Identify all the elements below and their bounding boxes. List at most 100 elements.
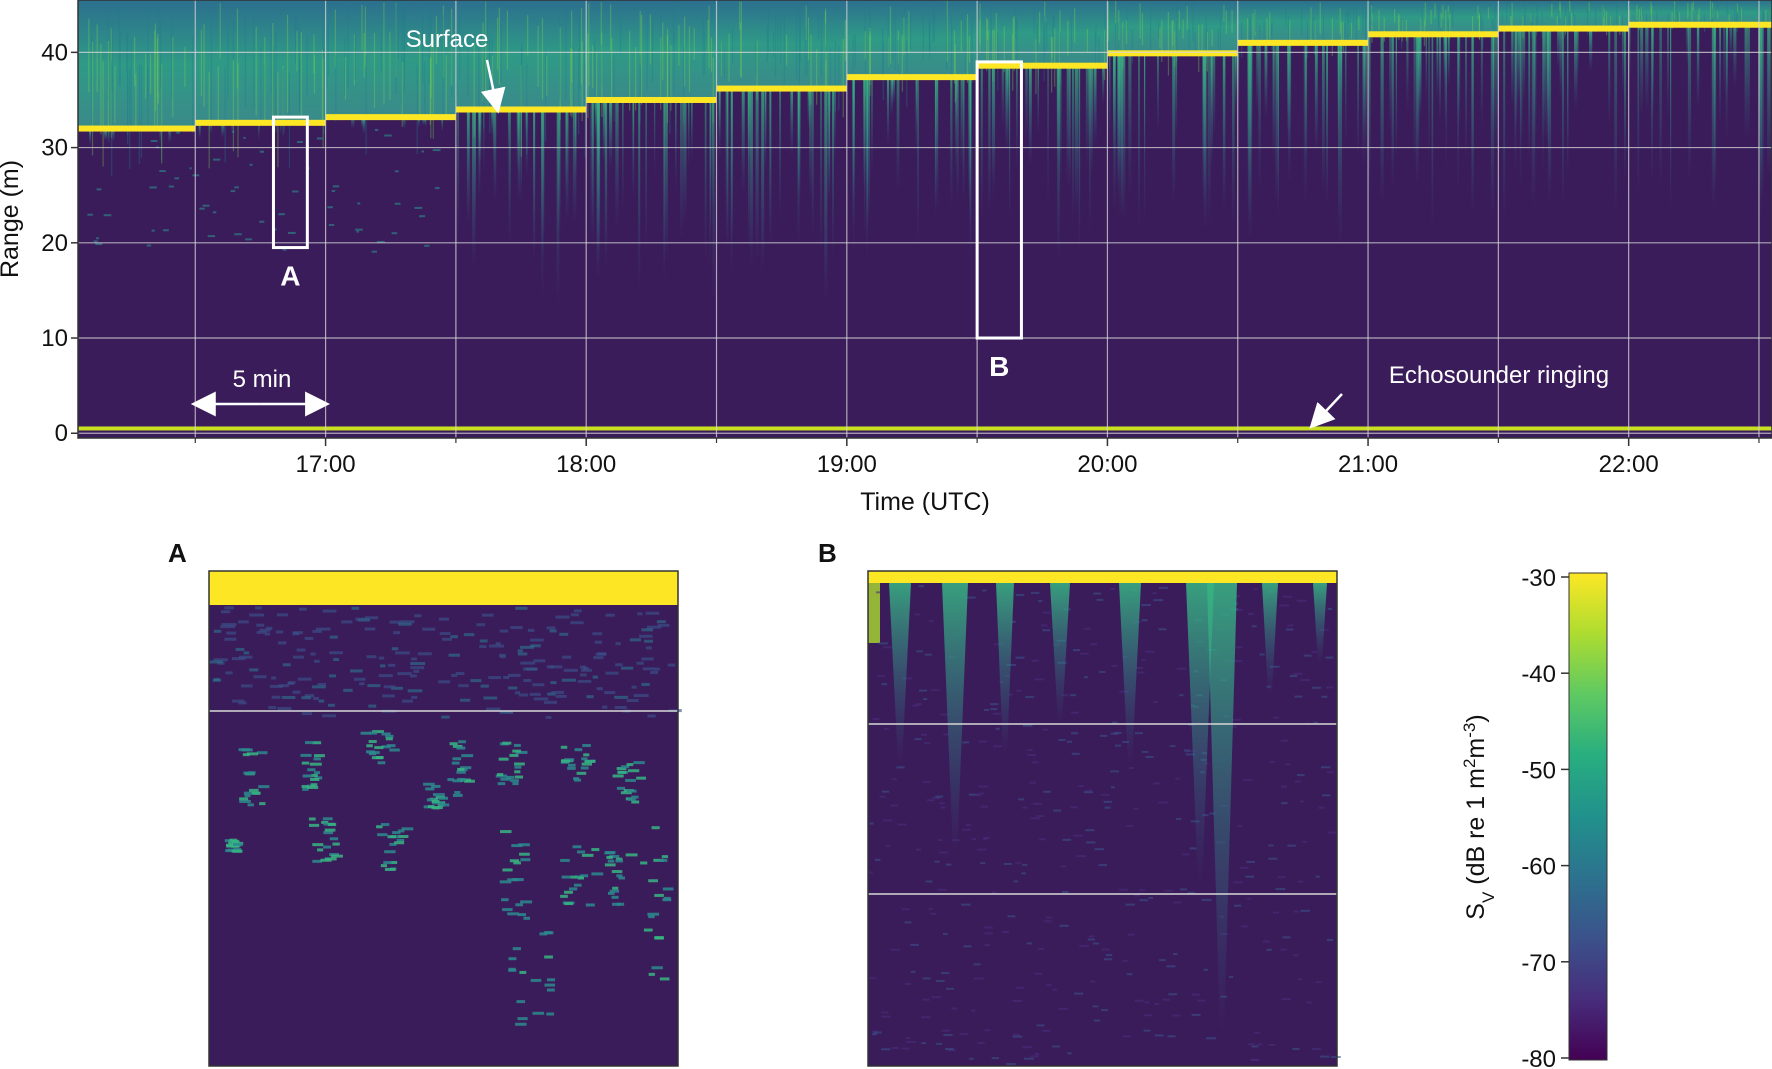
panel-a-fish — [561, 759, 571, 763]
panel-a-speckle — [414, 614, 422, 618]
noise-streak — [321, 49, 324, 122]
panel-b-speckle — [1280, 739, 1289, 742]
noise-streak — [572, 48, 575, 116]
panel-b-speckle — [1284, 763, 1291, 766]
bubble-plume — [615, 99, 619, 229]
panel-a-fish — [458, 740, 466, 744]
panel-a-speckle — [249, 613, 265, 617]
bubble-plume — [1511, 28, 1514, 108]
panel-b-speckle — [868, 871, 873, 874]
panel-b-speckle — [1141, 658, 1146, 661]
fish-echo — [192, 174, 200, 177]
noise-streak — [442, 5, 445, 78]
noise-streak — [897, 40, 899, 73]
bubble-plume — [1447, 34, 1450, 86]
noise-streak — [154, 30, 156, 132]
panel-b-speckle — [1058, 1007, 1068, 1010]
panel-a-fish — [574, 748, 583, 752]
bubble-plume — [1480, 34, 1483, 129]
panel-a-fish — [314, 771, 321, 775]
noise-streak — [354, 30, 356, 80]
noise-streak — [596, 52, 598, 97]
noise-streak — [960, 20, 962, 52]
noise-streak — [571, 10, 573, 84]
bubble-plume — [748, 88, 750, 248]
noise-streak — [521, 46, 523, 81]
above-surface-band — [1628, 0, 1772, 25]
panel-b-speckle — [918, 585, 924, 588]
panel-a-fish — [523, 916, 531, 920]
fish-echo — [394, 170, 399, 173]
noise-streak — [600, 2, 602, 45]
fish-echo — [384, 134, 392, 137]
panel-a-speckle — [327, 703, 335, 707]
bubble-plume — [493, 109, 497, 204]
noise-streak — [702, 19, 704, 77]
panel-a-speckle — [256, 630, 267, 634]
noise-streak — [482, 22, 484, 102]
noise-streak — [1355, 4, 1357, 41]
noise-streak — [322, 58, 324, 149]
panel-a-fish — [320, 858, 332, 862]
panel-b-speckle — [959, 1033, 968, 1036]
noise-streak — [1122, 27, 1124, 67]
panel-b-speckle — [1143, 1014, 1153, 1017]
surface-line — [1628, 21, 1772, 28]
panel-a-fish — [581, 762, 593, 766]
noise-streak — [456, 31, 458, 97]
bubble-plume — [1338, 42, 1340, 227]
noise-streak — [1344, 11, 1347, 38]
noise-streak — [842, 39, 844, 118]
bubble-plume — [1494, 34, 1499, 151]
noise-streak — [1301, 9, 1303, 36]
panel-a-speckle — [507, 673, 521, 677]
bubble-plume — [609, 99, 613, 170]
panel-b-speckle — [940, 971, 950, 974]
noise-streak — [601, 31, 603, 87]
noise-streak — [138, 63, 140, 164]
panel-b-speckle — [1139, 899, 1149, 902]
panel-b-speckle — [1321, 695, 1328, 698]
panel-a-fish — [502, 741, 512, 745]
noise-streak — [140, 65, 143, 158]
noise-streak — [928, 21, 931, 60]
noise-streak — [397, 1, 399, 60]
noise-streak — [1211, 29, 1213, 47]
bubble-plume — [1287, 42, 1290, 140]
surface-line — [1498, 25, 1629, 32]
panel-a-fish — [576, 850, 586, 854]
noise-streak — [1314, 20, 1316, 46]
noise-streak — [1757, 1, 1759, 16]
panel-b-surface — [868, 571, 1337, 583]
y-tick-label: 30 — [41, 135, 68, 162]
noise-streak — [1646, 14, 1648, 30]
panel-a-fish — [423, 782, 435, 786]
noise-streak — [200, 29, 203, 96]
panel-a-speckle — [391, 686, 404, 690]
bubble-plume — [517, 109, 521, 201]
noise-streak — [740, 1, 742, 78]
noise-streak — [783, 12, 785, 87]
bubble-plume — [896, 77, 900, 191]
panel-a-speckle — [499, 629, 509, 633]
noise-streak — [134, 36, 136, 86]
panel-b-speckle — [1008, 693, 1013, 696]
panel-b-speckle — [1306, 1001, 1312, 1004]
panel-b-speckle — [869, 822, 874, 825]
bubble-plume — [1557, 28, 1560, 69]
noise-streak — [296, 31, 298, 72]
bubble-plume — [1102, 65, 1105, 105]
panel-b-speckle — [1006, 1062, 1016, 1065]
bubble-plume — [1066, 65, 1070, 187]
bubble-plume — [596, 99, 600, 280]
panel-b-speckle — [1122, 959, 1128, 962]
panel-b-speckle — [1287, 624, 1294, 627]
panel-b-speckle — [1034, 1053, 1040, 1056]
panel-b-speckle — [1300, 800, 1305, 803]
noise-streak — [1219, 13, 1222, 56]
panel-b-speckle — [1311, 650, 1318, 653]
bubble-plume — [283, 122, 285, 135]
fish-echo — [87, 213, 93, 216]
panel-b-speckle — [983, 708, 989, 711]
panel-b-speckle — [918, 689, 928, 692]
